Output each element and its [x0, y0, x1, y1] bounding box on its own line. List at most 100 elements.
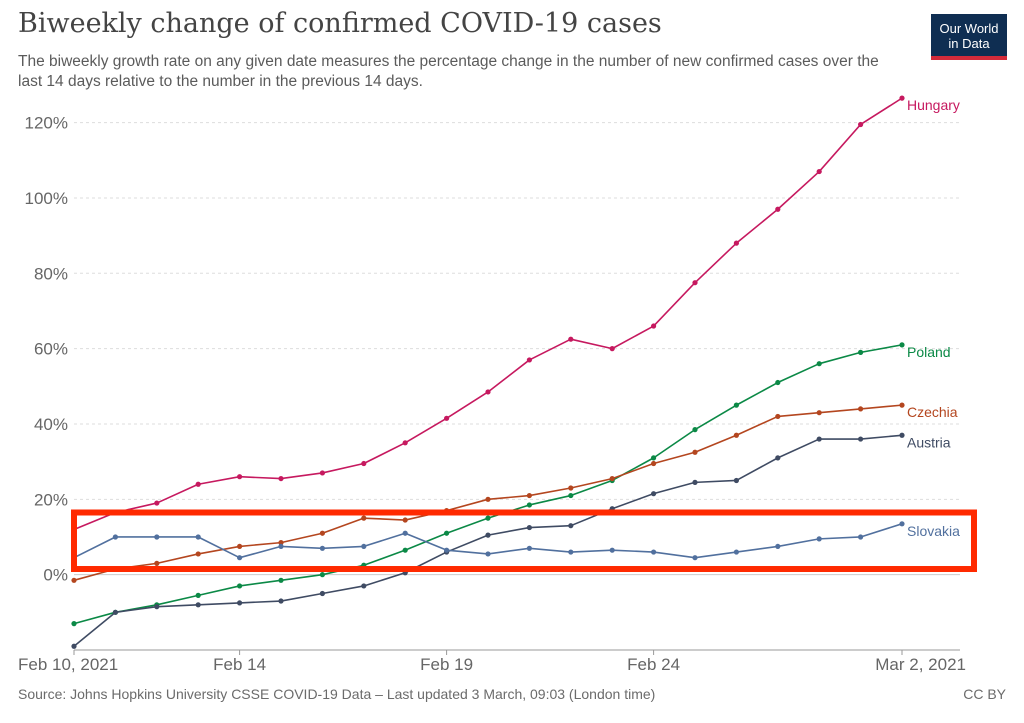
data-point: [237, 474, 243, 480]
x-tick-label: Feb 19: [420, 655, 473, 674]
data-point: [733, 549, 740, 555]
x-tick-label: Feb 24: [627, 655, 680, 674]
data-point: [899, 432, 905, 438]
data-point: [278, 475, 284, 482]
data-point: [816, 168, 822, 175]
series-hungary: [71, 95, 905, 533]
data-point: [858, 121, 864, 128]
data-point: [568, 492, 574, 499]
highlight-annotation: [71, 509, 977, 573]
series-czechia: [71, 402, 905, 583]
data-point: [692, 479, 698, 485]
data-point: [609, 346, 615, 352]
y-tick-label: 60%: [34, 340, 68, 359]
x-tick-label: Feb 14: [213, 655, 266, 674]
data-point: [651, 455, 657, 461]
data-point: [361, 515, 367, 521]
series-line-austria: [73, 434, 903, 647]
data-point: [858, 406, 864, 412]
license-label[interactable]: CC BY: [963, 686, 1006, 702]
series-label-hungary: Hungary: [907, 97, 960, 113]
chart-title: Biweekly change of confirmed COVID-19 ca…: [18, 8, 662, 39]
data-point: [237, 600, 243, 606]
data-point: [692, 280, 698, 286]
data-point: [195, 551, 201, 557]
data-point: [278, 540, 284, 546]
series-label-austria: Austria: [907, 434, 951, 450]
data-point: [444, 415, 450, 421]
y-tick-label: 100%: [25, 189, 68, 208]
data-point: [154, 534, 160, 540]
data-point: [609, 547, 615, 553]
data-point: [651, 460, 657, 467]
data-point: [485, 551, 491, 557]
data-point: [526, 545, 533, 551]
data-point: [485, 515, 491, 521]
data-point: [319, 545, 325, 551]
data-point: [816, 361, 822, 367]
logo-line-2: in Data: [948, 36, 990, 51]
data-point: [733, 402, 740, 408]
data-point: [526, 524, 533, 531]
x-tick-label: Mar 2, 2021: [875, 655, 966, 674]
data-point: [816, 536, 822, 542]
data-point: [195, 602, 201, 608]
data-point: [816, 436, 822, 442]
data-point: [71, 577, 77, 583]
series-slovakia: [71, 521, 905, 561]
data-point: [154, 604, 160, 610]
data-point: [692, 555, 698, 561]
data-point: [858, 436, 864, 442]
data-point: [858, 534, 864, 540]
gridlines: [74, 122, 960, 576]
data-point: [568, 523, 574, 529]
series-label-slovakia: Slovakia: [907, 523, 960, 539]
data-point: [485, 496, 491, 502]
data-point: [154, 500, 160, 506]
series-label-czechia: Czechia: [907, 404, 958, 420]
y-tick-label: 40%: [34, 415, 68, 434]
data-point: [775, 206, 781, 212]
data-point: [775, 455, 781, 461]
data-point: [278, 598, 284, 604]
data-point: [195, 592, 201, 598]
data-point: [319, 530, 325, 536]
data-point: [237, 543, 243, 550]
y-tick-label: 120%: [25, 114, 68, 133]
logo-line-1: Our World: [939, 21, 999, 36]
data-point: [71, 643, 77, 649]
data-point: [112, 534, 118, 540]
owid-logo[interactable]: Our World in Data: [931, 14, 1007, 60]
y-tick-label: 20%: [34, 490, 68, 509]
data-point: [899, 402, 905, 408]
data-point: [278, 543, 284, 550]
y-tick-label: 80%: [34, 264, 68, 283]
data-point: [361, 460, 367, 467]
highlight-box: [71, 509, 977, 573]
series-group: [71, 95, 905, 649]
data-point: [361, 583, 367, 589]
data-point: [651, 323, 657, 329]
data-point: [112, 609, 118, 615]
data-point: [319, 572, 325, 578]
data-point: [444, 547, 450, 553]
data-point: [237, 555, 243, 561]
data-point: [402, 547, 408, 553]
y-axis: 0% 20% 40% 60% 80% 100% 120%: [25, 114, 68, 585]
data-point: [775, 379, 781, 386]
data-point: [526, 502, 533, 508]
data-point: [899, 95, 905, 101]
data-point: [733, 477, 740, 484]
data-point: [402, 440, 408, 446]
series-line-hungary: [73, 97, 903, 531]
y-tick-label: 0%: [43, 566, 68, 585]
data-point: [154, 560, 160, 566]
series-labels: Hungary Poland Czechia Austria Slovakia: [907, 97, 960, 539]
series-austria: [71, 432, 905, 649]
data-point: [485, 532, 491, 538]
data-point: [816, 410, 822, 416]
data-point: [71, 621, 77, 627]
data-point: [775, 413, 781, 420]
source-note[interactable]: Source: Johns Hopkins University CSSE CO…: [18, 686, 656, 702]
data-point: [568, 485, 574, 491]
